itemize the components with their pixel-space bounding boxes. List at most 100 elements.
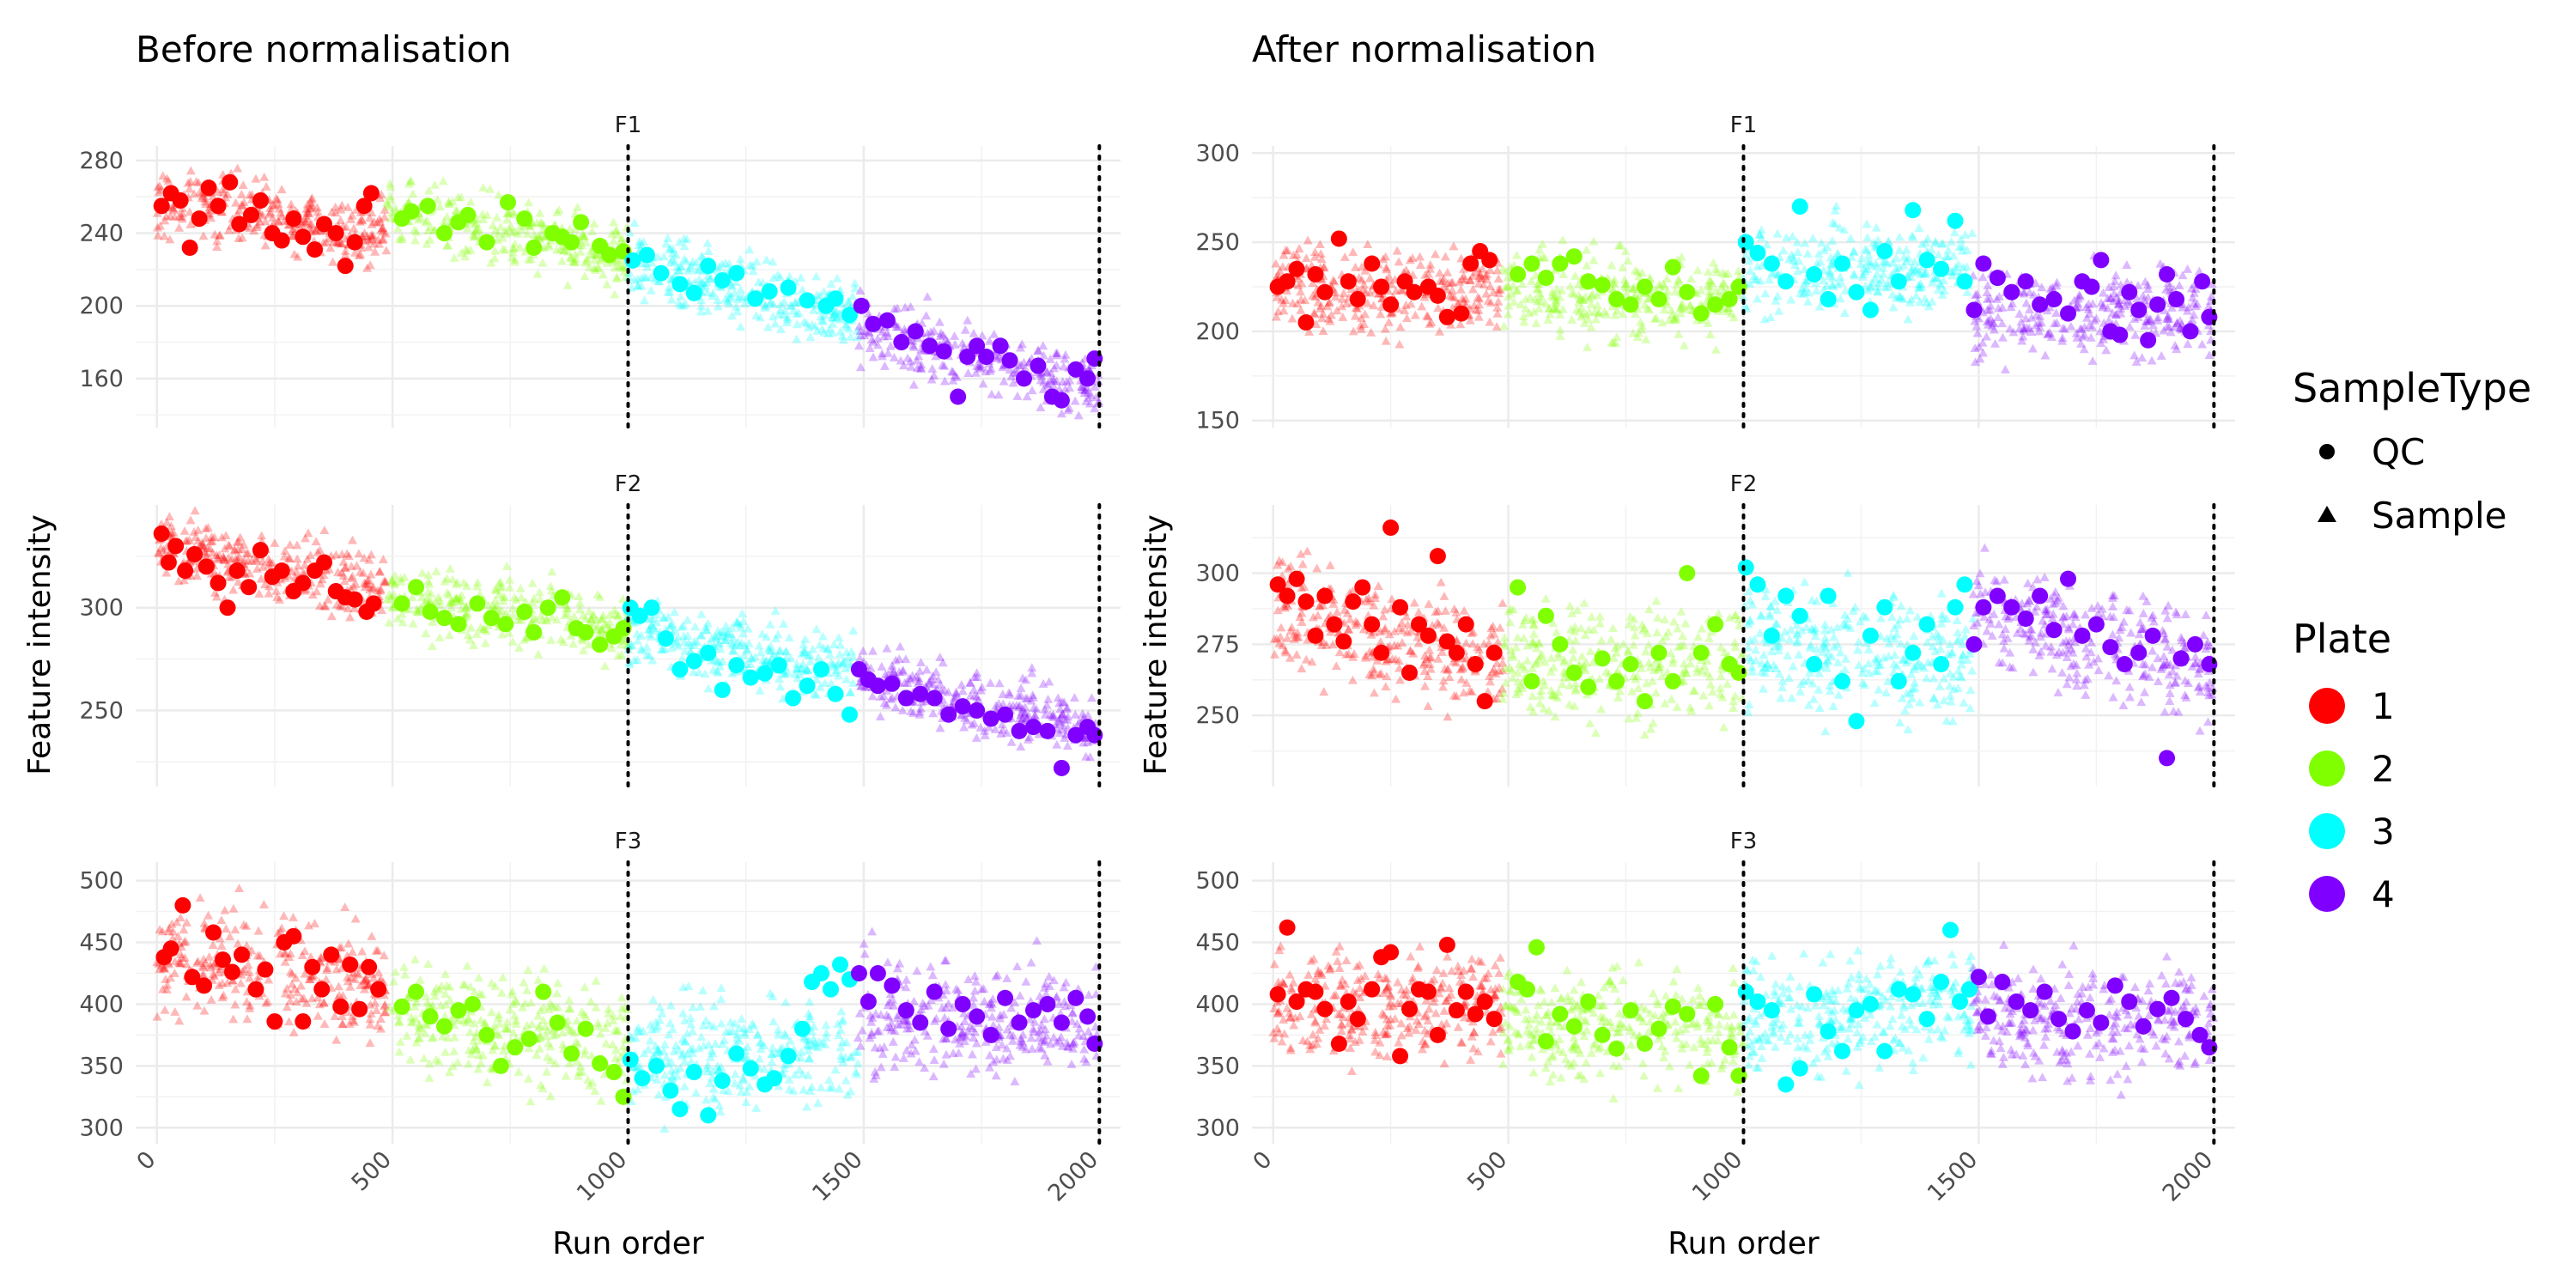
sample-point bbox=[494, 589, 504, 598]
sample-point bbox=[993, 698, 1004, 708]
sample-point bbox=[1796, 283, 1807, 293]
sample-point bbox=[980, 726, 990, 735]
sample-point bbox=[1611, 338, 1621, 347]
sample-point bbox=[957, 1028, 967, 1037]
sample-point bbox=[1018, 703, 1028, 713]
sample-point bbox=[963, 368, 974, 377]
sample-point bbox=[611, 226, 621, 235]
sample-point bbox=[1920, 269, 1930, 278]
sample-point bbox=[386, 575, 397, 584]
sample-point bbox=[768, 1042, 778, 1052]
sample-point bbox=[673, 298, 683, 307]
sample-point bbox=[906, 707, 916, 716]
sample-point bbox=[214, 980, 224, 989]
sample-point bbox=[805, 332, 816, 342]
sample-point bbox=[205, 960, 216, 969]
sample-point bbox=[435, 600, 446, 610]
qc-point bbox=[252, 542, 269, 559]
sample-point bbox=[1719, 279, 1729, 289]
qc-point bbox=[549, 1014, 566, 1031]
qc-point bbox=[997, 706, 1014, 723]
sample-point bbox=[781, 647, 792, 656]
sample-point bbox=[214, 550, 224, 559]
sample-point bbox=[471, 224, 482, 234]
sample-point bbox=[998, 362, 1008, 372]
sample-point bbox=[802, 1035, 812, 1044]
sample-point bbox=[489, 246, 500, 255]
sample-point bbox=[434, 595, 445, 605]
sample-point bbox=[902, 1017, 913, 1026]
sample-point bbox=[447, 597, 458, 606]
sample-point bbox=[927, 679, 938, 689]
sample-point bbox=[1048, 709, 1059, 719]
y-tick-label: 500 bbox=[79, 868, 124, 895]
sample-point bbox=[833, 1019, 843, 1029]
sample-point bbox=[337, 990, 348, 999]
sample-point bbox=[1437, 276, 1448, 285]
sample-point bbox=[720, 295, 731, 304]
sample-point bbox=[463, 1013, 473, 1023]
sample-point bbox=[856, 681, 866, 690]
sample-point bbox=[1296, 295, 1306, 304]
sample-point bbox=[210, 587, 220, 597]
qc-point bbox=[1030, 357, 1047, 374]
sample-point bbox=[1024, 732, 1035, 741]
x-tick-label: 500 bbox=[347, 1146, 397, 1196]
sample-point bbox=[422, 239, 432, 248]
sample-point bbox=[1814, 301, 1825, 311]
sample-point bbox=[714, 1101, 725, 1110]
sample-point bbox=[835, 314, 846, 324]
sample-point bbox=[420, 1019, 430, 1029]
sample-point bbox=[969, 1000, 979, 1009]
sample-point bbox=[651, 1041, 661, 1050]
qc-point bbox=[516, 210, 533, 228]
sample-point bbox=[546, 586, 556, 595]
sample-point bbox=[577, 1006, 587, 1016]
sample-point bbox=[462, 581, 472, 591]
sample-point bbox=[545, 999, 556, 1008]
sample-point bbox=[319, 570, 329, 580]
sample-point bbox=[1030, 711, 1040, 720]
sample-point bbox=[1679, 340, 1689, 349]
sample-point bbox=[1754, 230, 1765, 239]
sample-point bbox=[739, 1028, 750, 1037]
sample-point bbox=[384, 202, 394, 211]
sample-point bbox=[1577, 302, 1587, 312]
sample-point bbox=[280, 546, 290, 555]
sample-point bbox=[724, 1027, 734, 1036]
sample-point bbox=[969, 1033, 979, 1042]
sample-point bbox=[915, 362, 926, 372]
sample-point bbox=[159, 963, 169, 973]
sample-point bbox=[906, 1048, 916, 1058]
sample-point bbox=[1304, 326, 1315, 336]
sample-point bbox=[617, 234, 627, 243]
sample-point bbox=[1317, 313, 1327, 323]
sample-point bbox=[449, 1046, 459, 1055]
sample-point bbox=[646, 632, 656, 641]
sample-point bbox=[338, 556, 349, 566]
sample-point bbox=[680, 1016, 690, 1024]
sample-point bbox=[1621, 289, 1631, 298]
sample-point bbox=[1271, 312, 1281, 321]
sample-point bbox=[765, 619, 775, 629]
qc-point bbox=[912, 1014, 929, 1031]
sample-point bbox=[965, 691, 975, 700]
qc-point bbox=[1011, 722, 1028, 739]
sample-point bbox=[701, 1095, 711, 1104]
sample-point bbox=[886, 1018, 896, 1027]
sample-point bbox=[1014, 360, 1024, 369]
sample-point bbox=[1951, 262, 1961, 271]
sample-point bbox=[513, 228, 523, 238]
sample-point bbox=[887, 994, 897, 1004]
sample-point bbox=[696, 1032, 707, 1041]
sample-point bbox=[477, 989, 487, 999]
sample-point bbox=[805, 997, 815, 1006]
sample-point bbox=[927, 374, 937, 384]
sample-point bbox=[195, 187, 205, 197]
sample-point bbox=[759, 1064, 769, 1073]
sample-point bbox=[343, 202, 353, 211]
sample-point bbox=[1481, 269, 1492, 278]
sample-point bbox=[723, 296, 733, 306]
sample-point bbox=[1531, 319, 1541, 327]
sample-point bbox=[1827, 218, 1838, 227]
